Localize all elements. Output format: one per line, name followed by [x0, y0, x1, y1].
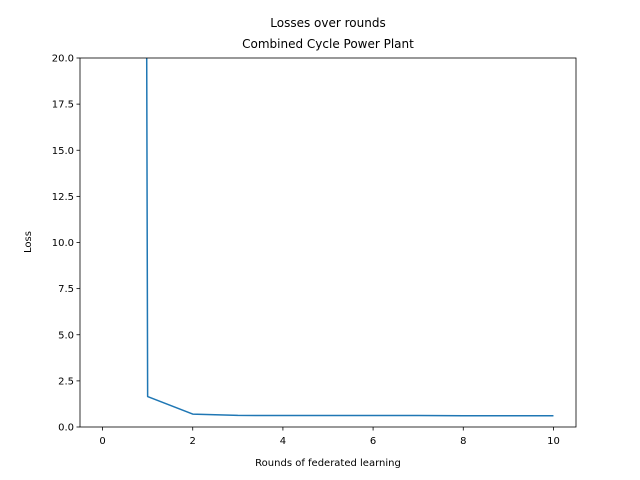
axes-frame	[79, 57, 577, 428]
chart-subtitle: Combined Cycle Power Plant	[242, 37, 414, 51]
line-series	[145, 58, 554, 417]
plot-area	[145, 58, 554, 417]
y-tick-label: 2.5	[58, 376, 74, 387]
y-tick-label: 12.5	[52, 192, 74, 203]
chart-title: Losses over rounds	[270, 16, 385, 30]
x-tick-label: 0	[99, 436, 105, 447]
y-tick-label: 5.0	[58, 330, 74, 341]
y-tick-label: 10.0	[52, 238, 74, 249]
y-tick-label: 0.0	[58, 423, 74, 434]
y-tick-label: 15.0	[52, 146, 74, 157]
x-tick-label: 2	[190, 436, 196, 447]
x-axis-label: Rounds of federated learning	[255, 458, 401, 469]
y-tick-label: 20.0	[52, 54, 74, 65]
x-tick-label: 8	[460, 436, 466, 447]
y-tick-label: 17.5	[52, 100, 74, 111]
x-tick-label: 6	[370, 436, 376, 447]
y-axis-label: Loss	[23, 231, 34, 253]
x-tick-label: 4	[280, 436, 286, 447]
x-tick-label: 10	[547, 436, 560, 447]
y-tick-label: 7.5	[58, 284, 74, 295]
